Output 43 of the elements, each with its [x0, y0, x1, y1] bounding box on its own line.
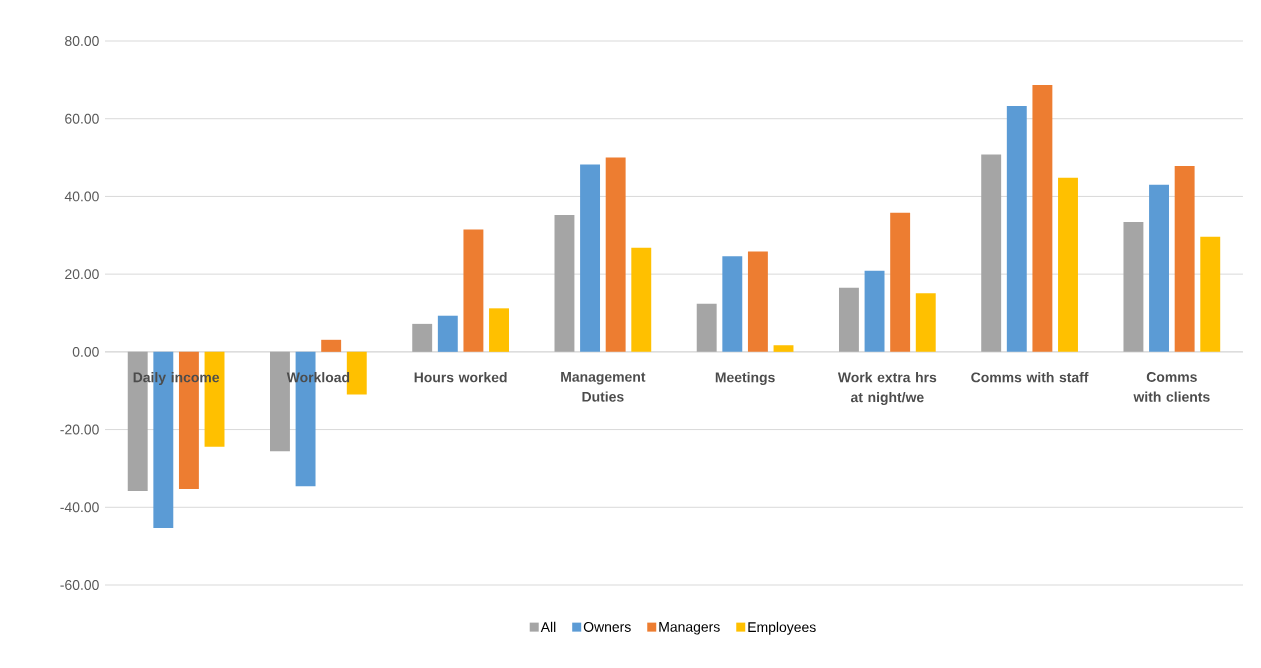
legend-label: Owners — [583, 622, 631, 632]
bar — [890, 212, 911, 352]
bar — [412, 323, 433, 352]
y-tick-label: 80.00 — [65, 36, 99, 46]
y-tick-label: 40.00 — [64, 191, 99, 202]
x-tick-label: Meetings — [715, 372, 775, 386]
bar — [1006, 105, 1027, 352]
bar — [605, 157, 626, 352]
bar — [489, 308, 509, 352]
bar — [463, 229, 484, 352]
x-tick-label: Comms with clients — [1133, 372, 1210, 402]
bar — [696, 303, 717, 352]
bar — [631, 247, 652, 352]
legend-label: Managers — [659, 622, 720, 635]
x-tick-label: Management Duties — [561, 372, 646, 402]
x-tick-label: Comms with staff — [971, 372, 1089, 383]
bar — [915, 293, 936, 352]
bar — [747, 251, 768, 352]
bar — [773, 345, 794, 352]
bar — [321, 339, 342, 352]
bar — [1123, 222, 1144, 352]
bar — [1149, 184, 1169, 352]
bar — [981, 154, 1002, 352]
y-tick-label: 60.00 — [65, 113, 99, 124]
bar — [722, 256, 743, 352]
bar — [1174, 166, 1195, 352]
bar — [580, 164, 601, 352]
bar — [838, 287, 859, 352]
bar — [864, 270, 885, 352]
y-tick-label: -20.00 — [60, 424, 99, 435]
bar — [437, 315, 458, 352]
y-tick-label: 20.00 — [65, 269, 99, 280]
bar — [554, 215, 575, 352]
legend-label: Employees — [748, 621, 816, 635]
y-tick-label: 0.00 — [72, 346, 99, 357]
y-tick-label: -40.00 — [60, 502, 99, 513]
y-tick-label: -60.00 — [60, 580, 99, 590]
bar — [1032, 84, 1053, 352]
x-tick-label: Hours worked — [414, 372, 507, 383]
bar — [1058, 177, 1078, 352]
legend-label: All — [540, 621, 556, 632]
x-tick-label: Work extra hrs at night/we — [837, 372, 937, 406]
bar — [1200, 236, 1221, 352]
